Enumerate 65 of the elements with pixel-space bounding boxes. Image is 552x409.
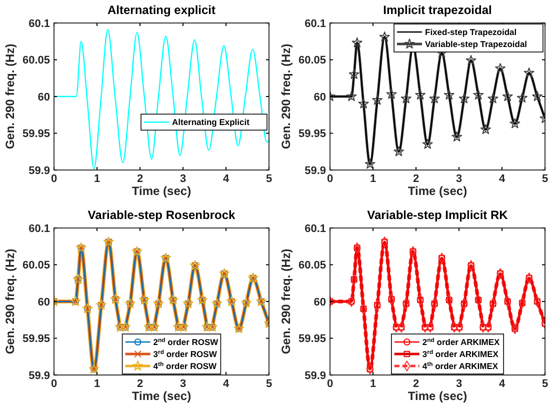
x-tick-label: 5	[266, 378, 272, 390]
y-tick-label: 60.05	[22, 54, 50, 67]
y-axis-title: Gen. 290 freq. (Hz)	[279, 248, 293, 354]
x-tick-label: 4	[498, 173, 506, 185]
y-tick-label: 59.95	[22, 128, 50, 140]
x-tick-label: 1	[94, 378, 100, 390]
x-tick-label: 2	[412, 173, 420, 185]
legend-label: 2$^{nd}$ order ROSW	[153, 336, 220, 347]
legend-label: 2$^{nd}$ order ARKIMEX	[422, 336, 500, 347]
legend-label: 3$^{rd}$ order ROSW	[153, 348, 218, 359]
legend-label: Alternating Explicit	[172, 117, 250, 128]
x-tick-label: 0	[50, 378, 58, 390]
y-tick-label: 60.05	[298, 54, 326, 67]
x-tick-label: 5	[266, 173, 272, 185]
y-tick-label: 59.95	[22, 333, 50, 346]
x-axis-title: Time (sec)	[408, 184, 468, 198]
x-tick-label: 4	[222, 173, 230, 185]
legend-label: 4$^{th}$ order ARKIMEX	[422, 360, 498, 371]
chart-title: Variable-step Implicit RK	[367, 208, 508, 222]
x-tick-label: 5	[542, 173, 548, 185]
chart-title: Alternating explicit	[107, 3, 216, 17]
chart-title: Implicit trapezoidal	[383, 3, 492, 17]
y-tick-label: 60.05	[298, 260, 326, 272]
legend-label: Variable-step Trapezoidal	[425, 38, 528, 49]
x-tick-label: 3	[180, 173, 186, 185]
x-axis-title: Time (sec)	[408, 389, 468, 403]
y-tick-label: 60	[314, 91, 326, 104]
legend-label: 3$^{rd}$ order ARKIMEX	[422, 348, 499, 359]
y-tick-label: 60.1	[304, 18, 326, 30]
y-tick-label: 60.05	[22, 260, 50, 272]
x-tick-label: 0	[50, 173, 58, 185]
legend-label: Fixed-step Trapezoidal	[425, 26, 517, 37]
y-axis-title: Gen. 290 freq. (Hz)	[3, 248, 17, 354]
y-tick-label: 60	[38, 296, 50, 308]
y-tick-label: 60.1	[28, 222, 50, 235]
y-axis-title: Gen. 290 freq. (Hz)	[279, 44, 293, 150]
x-tick-label: 4	[222, 378, 230, 390]
x-tick-label: 3	[456, 173, 462, 185]
y-tick-label: 59.9	[304, 164, 326, 177]
x-axis-title: Time (sec)	[132, 184, 192, 198]
y-tick-label: 59.9	[28, 370, 50, 382]
x-tick-label: 0	[326, 173, 334, 185]
x-tick-label: 1	[94, 173, 100, 185]
y-axis-title: Gen. 290 freq. (Hz)	[3, 44, 17, 150]
x-tick-label: 1	[370, 378, 376, 390]
y-tick-label: 60.1	[28, 18, 50, 30]
x-tick-label: 2	[412, 378, 420, 390]
x-tick-label: 1	[370, 173, 376, 185]
x-tick-label: 0	[326, 378, 334, 390]
x-tick-label: 2	[136, 173, 144, 185]
y-tick-label: 59.9	[304, 370, 326, 382]
y-tick-label: 59.95	[298, 333, 326, 346]
x-tick-label: 3	[456, 378, 462, 390]
x-tick-label: 5	[542, 378, 548, 390]
x-tick-label: 3	[180, 378, 186, 390]
x-tick-label: 2	[136, 378, 144, 390]
legend-label: 4$^{th}$ order ROSW	[153, 360, 218, 371]
y-tick-label: 60	[314, 296, 326, 308]
x-tick-label: 4	[498, 378, 506, 390]
x-axis-title: Time (sec)	[132, 389, 192, 403]
y-tick-label: 60	[38, 91, 50, 104]
y-tick-label: 59.9	[28, 164, 50, 177]
y-tick-label: 60.1	[304, 222, 326, 235]
y-tick-label: 59.95	[298, 128, 326, 140]
chart-title: Variable-step Rosenbrock	[88, 208, 236, 222]
